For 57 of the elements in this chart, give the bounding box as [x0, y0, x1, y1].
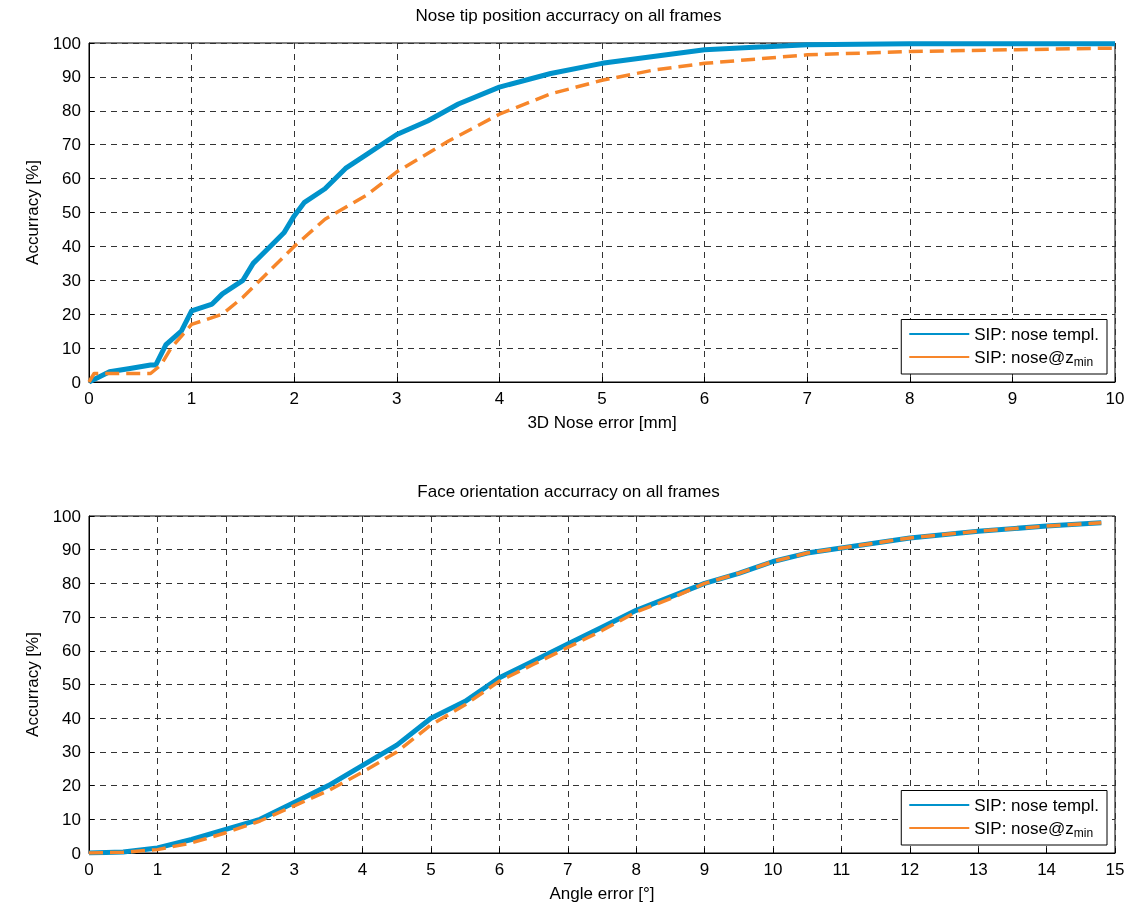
y-tick-label: 30: [62, 270, 81, 290]
y-tick-label: 80: [62, 573, 81, 593]
y-tick-label: 0: [71, 843, 81, 863]
x-tick-label: 1: [186, 389, 197, 408]
y-tick-label: 90: [62, 67, 81, 87]
x-tick-label: 3: [392, 389, 402, 408]
x-tick-label: 11: [832, 860, 851, 879]
y-tick-label: 100: [52, 506, 81, 526]
x-tick-label: 7: [802, 389, 812, 408]
y-tick-label: 10: [62, 809, 81, 829]
y-tick-label: 0: [71, 372, 81, 392]
x-tick-label: 6: [494, 860, 505, 879]
x-tick-label: 8: [905, 389, 915, 408]
y-tick-label: 20: [62, 776, 81, 796]
x-tick-label: 5: [426, 860, 436, 879]
x-tick-label: 4: [494, 389, 505, 408]
y-tick-label: 60: [62, 169, 81, 189]
y-tick-label: 30: [62, 742, 81, 762]
y-tick-label: 100: [52, 33, 81, 53]
x-tick-label: 4: [357, 860, 368, 879]
x-tick-label: 2: [221, 860, 231, 879]
x-axis-title: Angle error [°]: [549, 884, 655, 903]
x-tick-label: 15: [1105, 860, 1125, 879]
chart-title: Face orientation accurracy on all frames: [417, 482, 720, 501]
x-tick-label: 8: [631, 860, 641, 879]
y-tick-label: 10: [62, 338, 81, 358]
x-axis-title: 3D Nose error [mm]: [527, 413, 677, 432]
y-tick-label: 50: [62, 675, 81, 694]
chart-title: Nose tip position accurracy on all frames: [415, 6, 722, 25]
y-tick-label: 70: [62, 607, 81, 627]
x-tick-label: 13: [968, 860, 988, 879]
y-tick-label: 60: [62, 641, 81, 661]
x-tick-label: 3: [289, 860, 299, 879]
x-tick-label: 7: [563, 860, 573, 879]
y-tick-label: 90: [62, 540, 81, 560]
y-tick-label: 80: [62, 101, 81, 121]
x-tick-label: 10: [1105, 389, 1125, 408]
x-tick-label: 2: [289, 389, 299, 408]
y-axis-title: Accurracy [%]: [23, 160, 42, 265]
x-tick-label: 9: [1007, 389, 1018, 408]
legend-label: SIP: nose templ.: [974, 795, 1100, 815]
legend-label: SIP: nose templ.: [974, 324, 1100, 344]
y-axis-title: Accurracy [%]: [23, 632, 42, 737]
y-tick-label: 50: [62, 203, 81, 222]
x-tick-label: 6: [699, 389, 710, 408]
x-tick-label: 14: [1037, 860, 1057, 879]
y-tick-label: 20: [62, 304, 81, 324]
y-tick-label: 70: [62, 135, 81, 155]
x-tick-label: 0: [84, 860, 94, 879]
x-tick-label: 5: [597, 389, 607, 408]
y-tick-label: 40: [62, 708, 81, 728]
x-tick-label: 0: [84, 389, 94, 408]
x-tick-label: 9: [699, 860, 710, 879]
x-tick-label: 1: [152, 860, 163, 879]
y-tick-label: 40: [62, 236, 81, 256]
x-tick-label: 10: [763, 860, 783, 879]
x-tick-label: 12: [900, 860, 920, 879]
